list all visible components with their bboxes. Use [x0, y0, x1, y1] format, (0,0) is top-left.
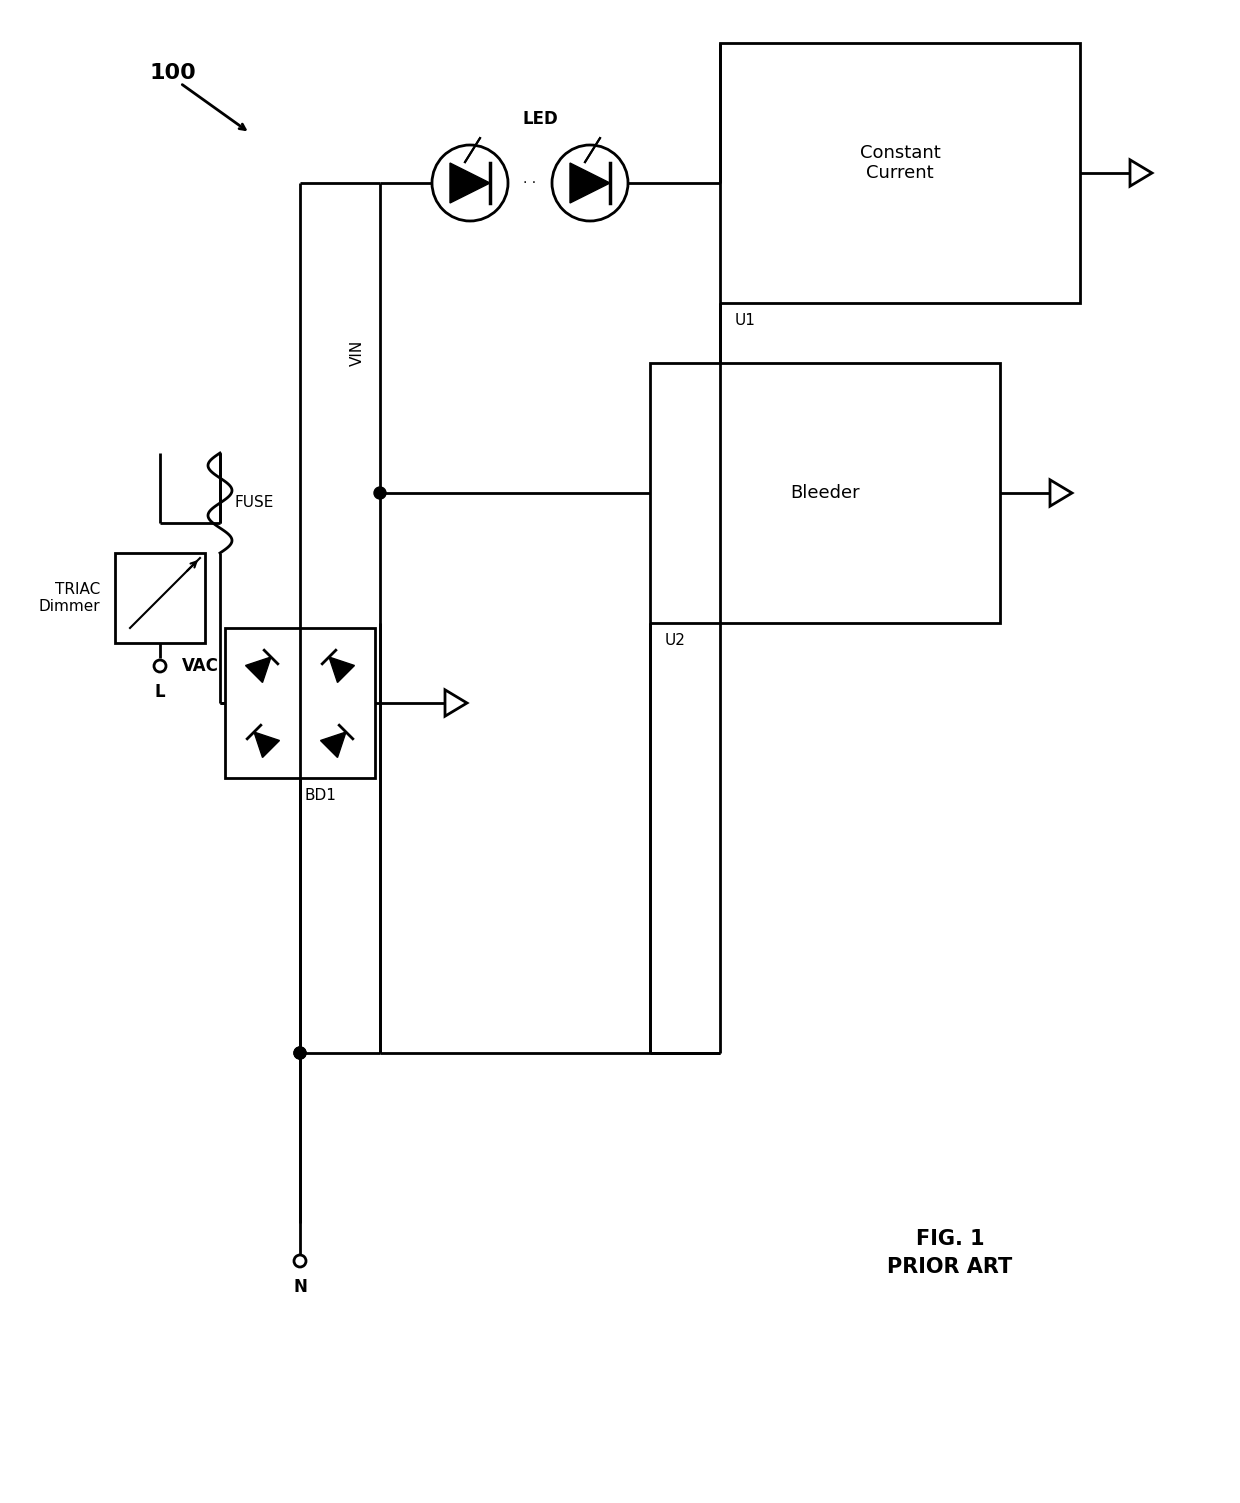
- Circle shape: [294, 1048, 306, 1060]
- Text: L: L: [155, 682, 165, 700]
- Text: VIN: VIN: [350, 340, 365, 367]
- Bar: [650, 364, 999, 624]
- Polygon shape: [570, 162, 610, 203]
- Text: VAC: VAC: [181, 657, 218, 675]
- Text: BD1: BD1: [305, 788, 337, 803]
- Text: Bleeder: Bleeder: [790, 484, 859, 502]
- Text: Constant
Current: Constant Current: [859, 144, 940, 182]
- Bar: [115, 553, 205, 643]
- Text: U1: U1: [735, 313, 756, 328]
- Polygon shape: [329, 657, 355, 682]
- Text: · ·: · ·: [523, 176, 537, 189]
- Circle shape: [294, 1048, 306, 1060]
- Text: FIG. 1
PRIOR ART: FIG. 1 PRIOR ART: [888, 1229, 1013, 1278]
- Polygon shape: [320, 732, 346, 758]
- Text: U2: U2: [665, 633, 686, 648]
- Bar: [224, 628, 374, 779]
- Text: 100: 100: [150, 63, 197, 83]
- Text: LED: LED: [522, 110, 558, 128]
- Text: FUSE: FUSE: [236, 496, 274, 511]
- Bar: [720, 44, 1080, 304]
- Circle shape: [374, 487, 386, 499]
- Polygon shape: [450, 162, 490, 203]
- Text: TRIAC
Dimmer: TRIAC Dimmer: [38, 582, 100, 615]
- Text: N: N: [293, 1278, 308, 1296]
- Polygon shape: [246, 657, 272, 682]
- Polygon shape: [254, 732, 279, 758]
